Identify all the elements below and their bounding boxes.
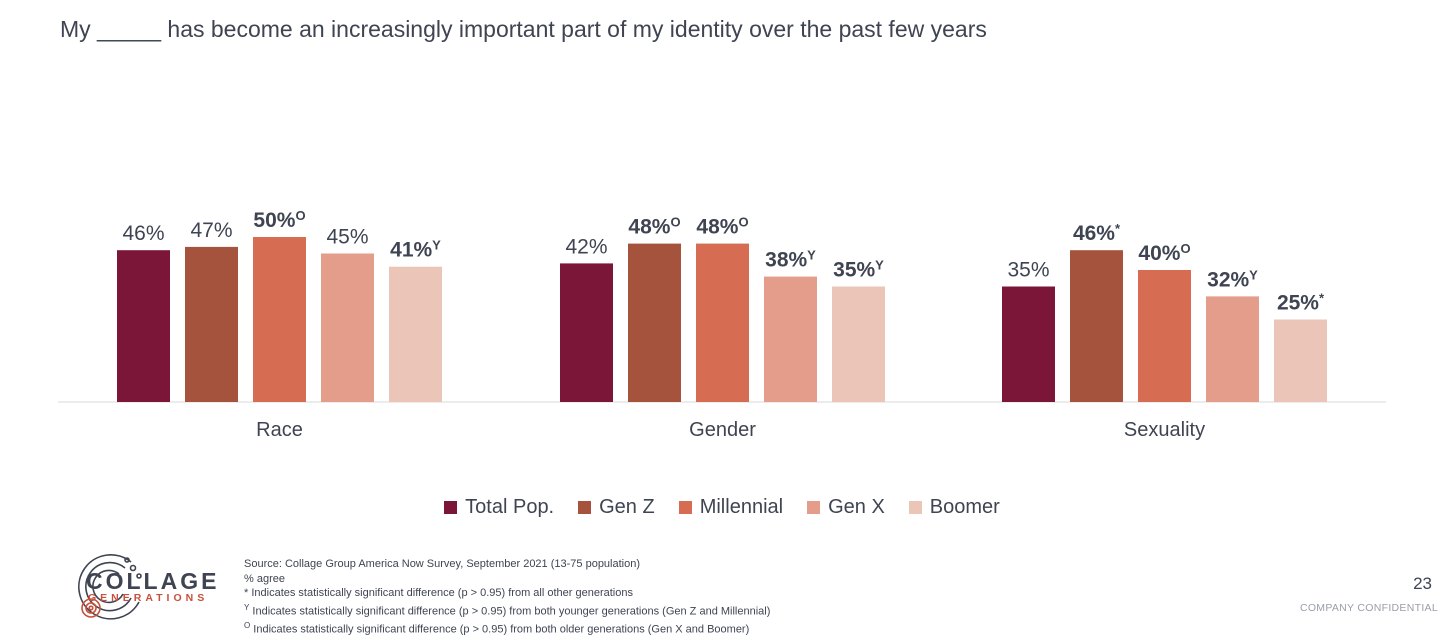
bar-gender-gen-x [764, 276, 817, 402]
data-label: 47% [190, 219, 232, 242]
legend-item: Gen X [807, 496, 885, 519]
legend-swatch [578, 501, 592, 514]
bar-race-gen-z [185, 246, 238, 402]
bar-sexuality-boomer [1274, 319, 1327, 402]
legend-swatch [444, 501, 458, 514]
significance-mark: O [295, 208, 305, 223]
bar-sexuality-millennial [1138, 270, 1191, 402]
bar-gender-total-pop [560, 263, 613, 402]
data-label: 41%Y [390, 238, 441, 262]
brand-name: COLLAGE [86, 568, 220, 594]
footnote-star: * Indicates statistically significant di… [244, 587, 633, 599]
bar-sexuality-gen-x [1206, 296, 1259, 402]
significance-mark: O [670, 215, 680, 230]
significance-mark: Y [875, 258, 884, 273]
data-label: 50%O [253, 208, 305, 232]
bar-sexuality-gen-z [1070, 250, 1123, 402]
bar-race-gen-x [321, 253, 374, 402]
page-number: 23 [1413, 574, 1432, 593]
footnote-y: Indicates statistically significant diff… [249, 605, 771, 618]
legend-label: Total Pop. [465, 496, 555, 518]
data-label: 38%Y [765, 248, 816, 272]
source-note: Source: Collage Group America Now Survey… [244, 558, 641, 570]
footnote-y-mark: Y [244, 602, 250, 612]
significance-mark: O [1180, 241, 1190, 256]
legend-label: Gen Z [599, 496, 655, 518]
data-label: 46%* [1073, 221, 1121, 245]
bar-gender-gen-z [628, 243, 681, 402]
significance-mark: Y [1249, 267, 1258, 282]
legend-label: Millennial [699, 496, 784, 518]
chart-legend: Total Pop. Gen Z Millennial Gen X Boomer [0, 496, 1444, 519]
data-label: 35% [1007, 259, 1049, 282]
footnote-o-mark: O [244, 620, 251, 630]
metric-note: % agree [244, 572, 285, 585]
data-label: 35%Y [833, 258, 884, 282]
footnote-y-row: Y Indicates statistically significant di… [244, 601, 770, 619]
bar-gender-millennial [696, 243, 749, 402]
bar-race-millennial [253, 237, 306, 402]
category-label-gender: Gender [689, 419, 756, 441]
data-label: 45% [326, 226, 368, 249]
data-label: 42% [565, 235, 607, 258]
bar-race-boomer [389, 266, 442, 402]
bar-race-total-pop [117, 250, 170, 402]
bar-gender-boomer [832, 286, 885, 402]
data-label: 48%O [628, 215, 680, 239]
significance-mark: * [1319, 291, 1325, 306]
legend-item: Millennial [678, 496, 784, 519]
significance-mark: O [738, 215, 748, 230]
footnote-o-row: O Indicates statistically significant di… [244, 619, 770, 637]
data-label: 32%Y [1207, 267, 1258, 291]
legend-item: Total Pop. [444, 496, 554, 519]
category-label-sexuality: Sexuality [1124, 419, 1205, 441]
legend-item: Gen Z [578, 496, 655, 519]
data-label: 46% [122, 222, 164, 245]
data-label: 40%O [1138, 241, 1190, 265]
legend-label: Boomer [929, 496, 1000, 518]
footnotes: Source: Collage Group America Now Survey… [244, 557, 770, 637]
chart-title: My _____ has become an increasingly impo… [60, 16, 987, 42]
brand-subtitle: GENERATIONS [88, 592, 209, 604]
significance-mark: * [1115, 221, 1121, 236]
category-label-race: Race [256, 419, 303, 441]
significance-mark: Y [432, 238, 441, 253]
legend-swatch [908, 501, 922, 514]
bar-sexuality-total-pop [1002, 286, 1055, 402]
footnote-o: Indicates statistically significant diff… [250, 623, 750, 636]
data-label: 48%O [696, 215, 748, 239]
significance-mark: Y [807, 248, 816, 263]
collage-logo-icon [78, 554, 142, 620]
legend-swatch [678, 501, 692, 514]
legend-label: Gen X [828, 496, 885, 518]
confidential-label: COMPANY CONFIDENTIAL [1299, 602, 1438, 614]
legend-item: Boomer [908, 496, 1000, 519]
legend-swatch [807, 501, 821, 514]
data-label: 25%* [1277, 291, 1325, 315]
